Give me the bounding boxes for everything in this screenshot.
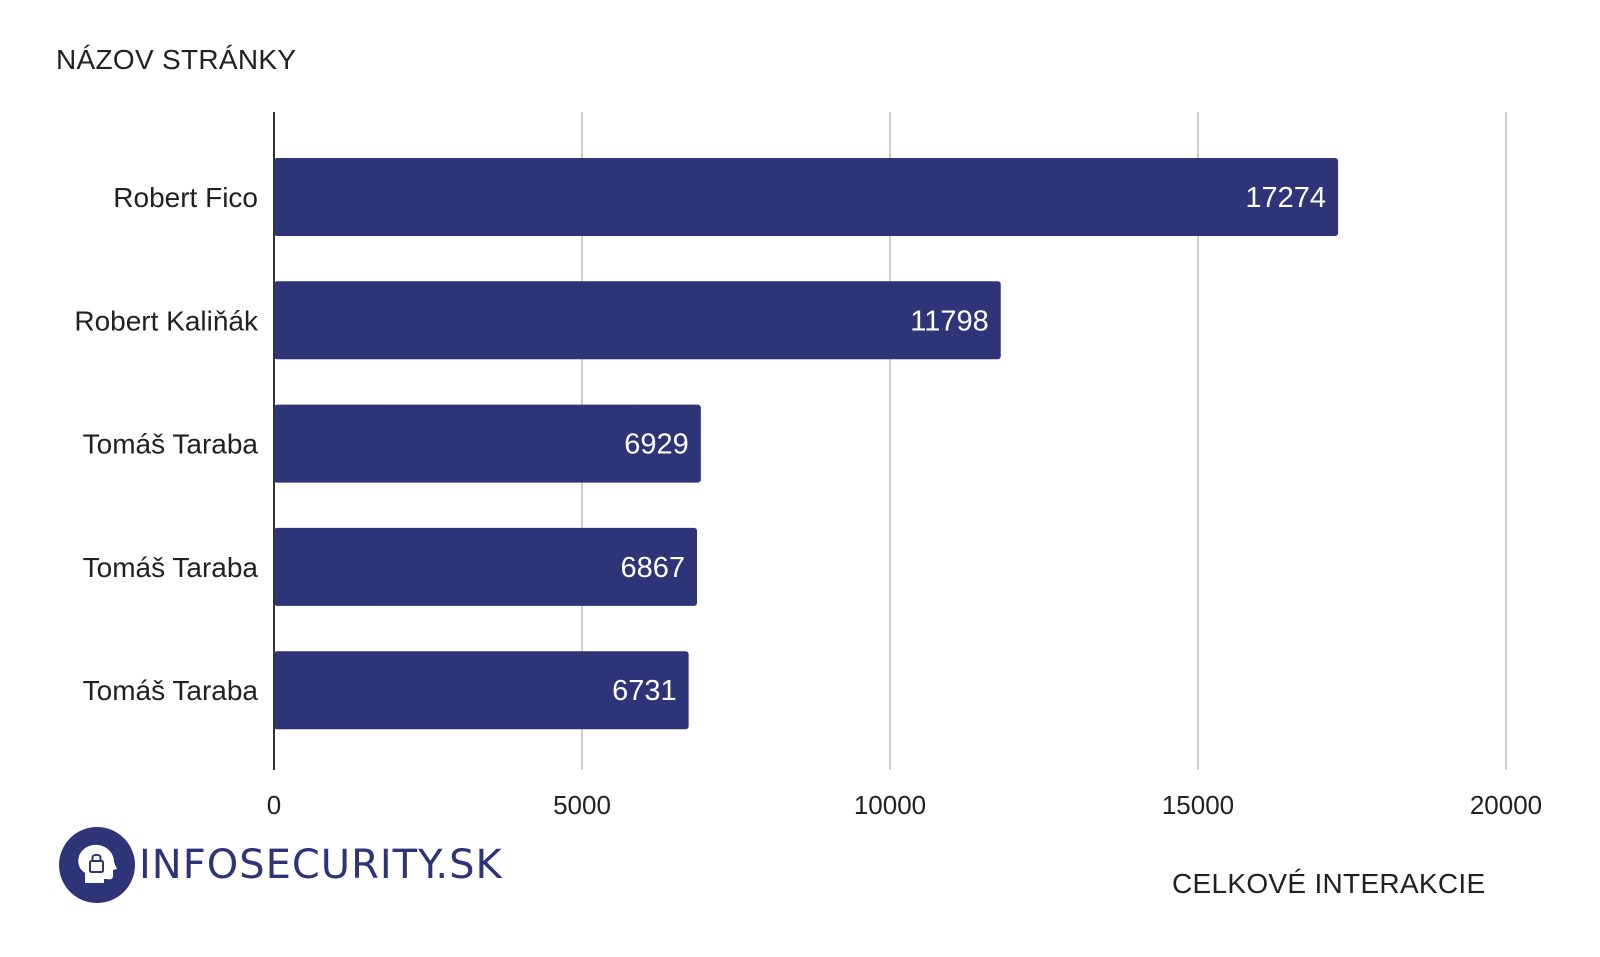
bars: 17274 11798 6929 6867 6731	[274, 158, 1339, 730]
category-labels: Robert Fico Robert Kaliňák Tomáš Taraba Tom…	[74, 182, 259, 706]
bar	[274, 281, 1001, 360]
x-tick-label: 5000	[553, 790, 611, 820]
category-label: Tomáš Taraba	[83, 429, 259, 460]
bar	[274, 404, 701, 483]
category-label: Tomáš Taraba	[83, 552, 259, 583]
data-label: 17274	[1245, 182, 1326, 214]
x-tick-label: 10000	[854, 790, 926, 820]
x-tick-labels: 0 5000 10000 15000 20000	[267, 790, 1542, 820]
x-tick-label: 20000	[1470, 790, 1542, 820]
category-label: Robert Fico	[113, 182, 258, 213]
y-axis-title: NÁZOV STRÁNKY	[56, 44, 297, 75]
x-tick-label: 0	[267, 790, 281, 820]
category-label: Tomáš Taraba	[83, 675, 259, 706]
head-lock-icon	[59, 827, 135, 903]
x-axis-title: CELKOVÉ INTERAKCIE	[1172, 868, 1486, 899]
data-label: 6731	[612, 675, 677, 707]
logo-text: INFOSECURITY.SK	[139, 842, 503, 888]
x-tick-label: 15000	[1162, 790, 1234, 820]
data-label: 6867	[620, 552, 685, 584]
category-label: Robert Kaliňák	[74, 305, 259, 336]
data-label: 6929	[624, 429, 689, 461]
bar	[274, 651, 689, 730]
data-label: 11798	[910, 305, 989, 337]
bar	[274, 158, 1339, 236]
brand-logo: INFOSECURITY.SK	[59, 827, 503, 903]
bar	[274, 527, 698, 606]
